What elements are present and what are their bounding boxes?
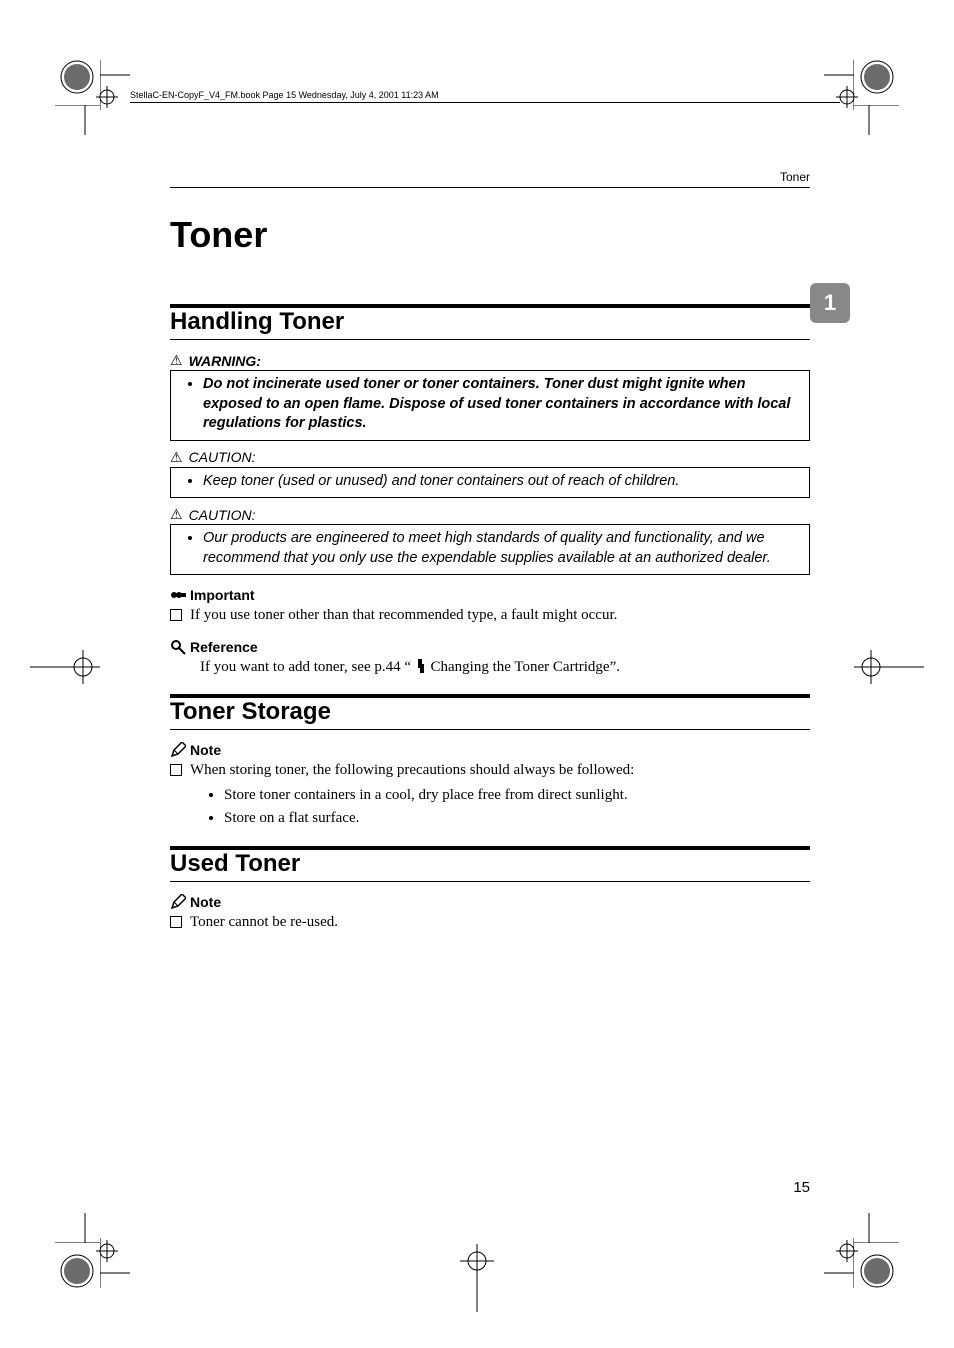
warning-triangle-icon: ⚠	[170, 449, 183, 466]
running-head: Toner	[170, 170, 810, 184]
crop-ball-icon	[60, 60, 94, 94]
warning-triangle-icon: ⚠	[170, 506, 183, 523]
warning-label: ⚠ WARNING:	[170, 352, 810, 369]
warning-label-text: WARNING:	[189, 353, 261, 369]
page-content: Toner Toner Handling Toner ⚠ WARNING: Do…	[170, 170, 810, 1190]
note-label: Note	[170, 742, 810, 758]
note-label: Note	[170, 894, 810, 910]
important-text: If you use toner other than that recomme…	[170, 605, 810, 627]
caution-box: Our products are engineered to meet high…	[170, 524, 810, 575]
crop-mark-icon	[888, 665, 924, 669]
registration-icon	[460, 1244, 494, 1278]
chapter-badge: 1	[810, 283, 850, 323]
crop-mark-icon	[55, 1213, 100, 1243]
crop-ball-icon	[860, 60, 894, 94]
note-label-text: Note	[190, 894, 221, 910]
caution-label-text: CAUTION:	[189, 507, 256, 523]
note-pencil-icon	[170, 894, 186, 910]
page-number: 15	[793, 1179, 810, 1196]
storage-list-item: Store on a flat surface.	[224, 807, 810, 830]
section-toner-storage: Toner Storage	[170, 698, 810, 726]
crop-ball-icon	[860, 1254, 894, 1288]
note-label-text: Note	[190, 742, 221, 758]
warning-text: Do not incinerate used toner or toner co…	[203, 375, 799, 434]
important-label: Important	[170, 587, 810, 603]
crop-header-text: StellaC-EN-CopyF_V4_FM.book Page 15 Wedn…	[130, 90, 840, 102]
reference-label-text: Reference	[190, 639, 258, 655]
crop-mark-icon	[475, 1278, 479, 1312]
crop-mark-icon	[100, 1238, 130, 1288]
crop-mark-icon	[100, 60, 130, 110]
caution-text: Keep toner (used or unused) and toner co…	[203, 472, 799, 492]
used-toner-text: Toner cannot be re-used.	[170, 912, 810, 934]
crop-mark-icon	[854, 105, 899, 135]
warning-triangle-icon: ⚠	[170, 352, 183, 369]
important-label-text: Important	[190, 587, 255, 603]
note-pencil-icon	[170, 742, 186, 758]
reference-text: If you want to add toner, see p.44 “ Cha…	[200, 657, 810, 678]
warning-box: Do not incinerate used toner or toner co…	[170, 370, 810, 441]
caution-label: ⚠ CAUTION:	[170, 506, 810, 523]
storage-list: Store toner containers in a cool, dry pl…	[170, 784, 810, 831]
caution-label-text: CAUTION:	[189, 449, 256, 465]
toner-cartridge-icon	[415, 659, 427, 673]
section-used-toner: Used Toner	[170, 850, 810, 878]
important-icon	[170, 587, 186, 603]
reference-label: Reference	[170, 639, 810, 655]
storage-intro: When storing toner, the following precau…	[170, 760, 810, 782]
crop-header: StellaC-EN-CopyF_V4_FM.book Page 15 Wedn…	[130, 90, 840, 103]
crop-mark-icon	[30, 665, 66, 669]
crop-mark-icon	[55, 105, 100, 135]
page-title: Toner	[170, 214, 810, 256]
crop-mark-icon	[824, 1238, 854, 1288]
crop-mark-icon	[854, 1213, 899, 1243]
registration-icon	[66, 650, 100, 684]
caution-text: Our products are engineered to meet high…	[203, 529, 799, 568]
crop-mark-icon	[824, 60, 854, 110]
reference-icon	[170, 639, 186, 655]
registration-icon	[854, 650, 888, 684]
section-handling-toner: Handling Toner	[170, 308, 810, 336]
storage-list-item: Store toner containers in a cool, dry pl…	[224, 784, 810, 807]
caution-box: Keep toner (used or unused) and toner co…	[170, 467, 810, 499]
crop-ball-icon	[60, 1254, 94, 1288]
caution-label: ⚠ CAUTION:	[170, 449, 810, 466]
